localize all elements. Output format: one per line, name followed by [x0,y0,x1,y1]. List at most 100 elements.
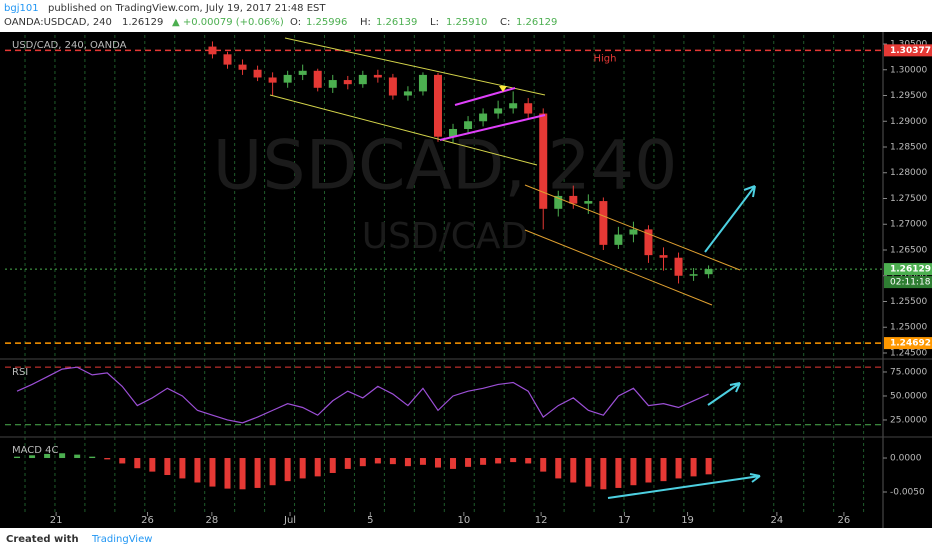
ohlc-value: 1.26139 [376,17,417,28]
macd-bar [660,458,667,482]
macd-bar [615,458,622,488]
y-tick-label: 1.28500 [890,143,927,153]
macd-bar [329,458,336,473]
watermark-sub: USD/CAD [362,216,529,257]
x-tick-label: 17 [618,515,631,526]
y-tick-label: 1.24500 [890,348,927,358]
arrow [707,382,741,406]
candle-body [298,70,307,75]
countdown: 02:11:18 [890,278,931,288]
macd-bar [495,458,502,464]
candle-body [704,269,713,275]
macd-bar [675,458,682,479]
candle-body [208,46,217,55]
candle-body [674,257,683,276]
x-tick-label: 5 [367,515,373,526]
macd-bar [59,453,66,459]
channel-line [524,184,741,271]
ohlc-label: O: [290,17,301,28]
x-tick-label: 24 [770,515,783,526]
ohlc-label: H: [360,17,371,28]
candle-body [373,74,382,78]
x-tick-label: 12 [535,515,548,526]
candle-body [418,74,427,92]
candle-body [449,128,458,137]
macd-bar [269,458,276,486]
y-tick-label: 50.0000 [890,391,927,401]
channel-line [269,94,538,166]
candle-body [403,91,412,96]
macd-bar [149,458,156,472]
price-label: 1.24692 [890,339,931,349]
author: bgj101 [4,3,39,14]
y-tick-label: 75.0000 [890,367,927,377]
macd-bar [419,458,426,465]
macd-bar [179,458,186,479]
macd-bar [450,458,457,469]
candle-body [689,274,698,276]
x-tick-label: 26 [141,515,154,526]
pane-title: MACD 4C [12,445,59,456]
macd-bar [284,458,291,482]
macd-bar [14,456,21,459]
y-tick-label: 0.0000 [890,454,922,464]
rsi-line [16,366,709,424]
candle-body [268,77,277,83]
macd-bar [254,458,261,488]
macd-bar [239,458,246,490]
footer-bg [0,528,932,550]
macd-bar [525,458,532,464]
macd-bar [224,458,231,489]
ohlc: O: 1.25996 H: 1.26139 L: 1.25910 C: 1.26129 [290,17,557,28]
x-tick-label: 19 [681,515,694,526]
macd-bar [194,458,201,483]
y-tick-label: 1.29500 [890,91,927,101]
macd-bar [89,456,96,459]
macd-bar [630,458,637,486]
symbol: OANDA:USDCAD, 240 [4,17,112,28]
ohlc-value: 1.26129 [516,17,557,28]
plot: USD/CAD, 240, OANDA1.305001.300001.29500… [0,32,932,528]
y-tick-label: -0.0050 [890,488,925,498]
y-tick-label: 25.0000 [890,415,927,425]
macd-bar [314,458,321,477]
macd-bar [299,458,306,479]
candle-body [539,113,548,209]
macd-bar [134,458,141,469]
y-tick-label: 1.29000 [890,117,927,127]
marker [499,86,507,92]
y-tick-label: 1.25000 [890,323,927,333]
macd-bar [645,458,652,483]
x-tick-label: 10 [457,515,470,526]
candle-body [223,54,232,65]
published: published on TradingView.com, July 19, 2… [48,3,326,14]
ohlc-label: C: [500,17,510,28]
y-tick-label: 1.27000 [890,220,927,230]
macd-bar [404,458,411,467]
candle-body [358,74,367,85]
macd-bar [705,458,712,475]
macd-bar [585,458,592,487]
macd-bar [344,458,351,469]
arrow [607,473,761,499]
ohlc-label: L: [430,17,439,28]
macd-bar [164,458,171,476]
channel-line [524,229,713,306]
price-label-bg [884,44,932,57]
macd-bar [74,454,81,459]
y-tick-label: 1.30000 [890,65,927,75]
candle-body [433,74,442,137]
candle-body [313,70,322,88]
chart-bg [0,32,932,528]
annotation: High [594,53,617,64]
change: ▲ +0.00079 (+0.06%) [172,17,284,28]
pane-title: USD/CAD, 240, OANDA [12,40,127,51]
macd-bar [209,458,216,487]
y-tick-label: 1.27500 [890,194,927,204]
macd-bar [29,455,36,459]
candle-body [479,113,488,122]
last-price: 1.26129 [122,17,163,28]
pane-title: RSI [12,367,28,378]
